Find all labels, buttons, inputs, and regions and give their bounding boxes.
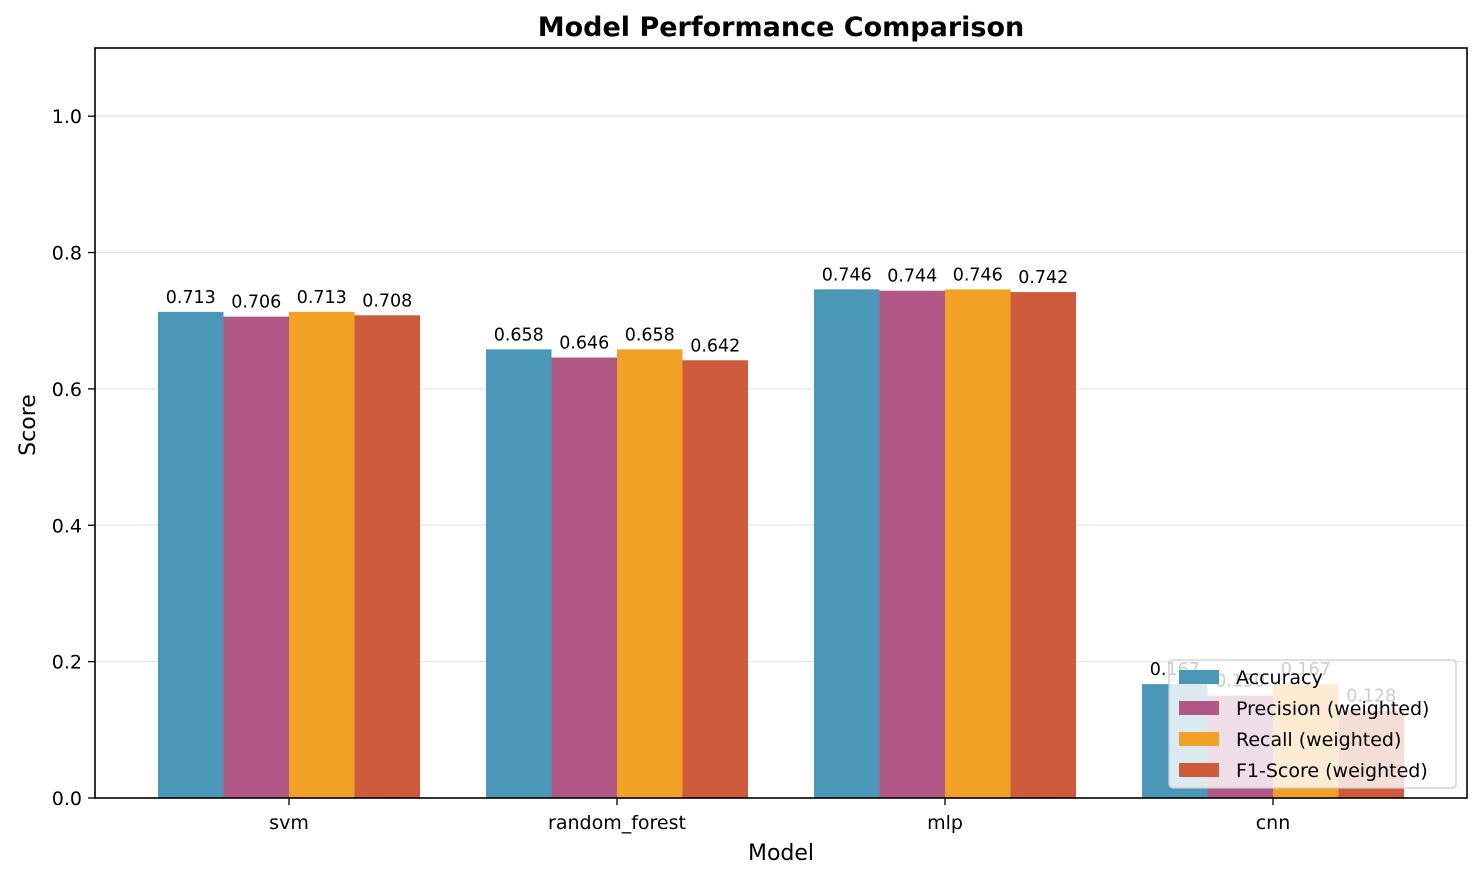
- bar-value-label: 0.746: [953, 265, 1003, 285]
- x-tick-label: random_forest: [548, 812, 686, 834]
- bar: [682, 360, 748, 798]
- y-tick-label: 0.8: [52, 243, 82, 265]
- x-tick-label: mlp: [927, 812, 963, 834]
- bar: [486, 349, 552, 798]
- y-tick-label: 0.0: [52, 788, 82, 810]
- bar: [879, 290, 945, 798]
- bars: [158, 289, 1404, 798]
- x-tick-label: cnn: [1256, 812, 1291, 834]
- legend-label: Precision (weighted): [1236, 698, 1429, 720]
- legend: Accuracy Precision (weighted) Recall (weig…: [1168, 659, 1457, 789]
- bar-value-label: 0.658: [494, 325, 544, 345]
- x-axis-label: Model: [748, 841, 814, 866]
- y-axis-label: Score: [16, 394, 41, 456]
- bar: [814, 289, 880, 798]
- bar: [551, 357, 617, 798]
- legend-swatch: [1179, 732, 1219, 746]
- bar: [289, 311, 355, 798]
- bar-value-label: 0.744: [887, 267, 937, 287]
- bar-value-label: 0.742: [1018, 268, 1068, 288]
- bar: [945, 289, 1011, 798]
- bar-value-label: 0.708: [362, 291, 412, 311]
- y-tick-label: 0.2: [52, 652, 82, 674]
- y-tick-label: 1.0: [52, 106, 82, 128]
- x-tick-label: svm: [269, 812, 309, 834]
- legend-swatch: [1179, 763, 1219, 777]
- axes: 0.0 0.2 0.4 0.6 0.8 1.0 svm random_forest mlp cnn: [52, 47, 1468, 834]
- bar: [223, 316, 289, 798]
- bar: [158, 311, 224, 798]
- bar: [617, 349, 683, 798]
- legend-label: F1-Score (weighted): [1236, 760, 1428, 782]
- bar-value-label: 0.713: [166, 288, 216, 308]
- bar-value-label: 0.746: [822, 265, 872, 285]
- legend-label: Recall (weighted): [1236, 729, 1401, 751]
- legend-box: [1168, 659, 1457, 789]
- bar-value-label: 0.646: [559, 334, 609, 354]
- plot-frame: [94, 47, 1468, 799]
- chart-title: Model Performance Comparison: [538, 12, 1025, 43]
- legend-swatch: [1179, 701, 1219, 715]
- bar-value-label: 0.713: [297, 288, 347, 308]
- bar: [354, 315, 420, 798]
- bar-value-label: 0.642: [690, 336, 740, 356]
- legend-swatch: [1179, 670, 1219, 684]
- bar: [1010, 292, 1076, 798]
- y-tick-label: 0.6: [52, 379, 82, 401]
- bar-value-label: 0.658: [625, 325, 675, 345]
- bar-value-label: 0.706: [231, 293, 281, 313]
- legend-label: Accuracy: [1236, 667, 1323, 689]
- y-tick-label: 0.4: [52, 515, 82, 537]
